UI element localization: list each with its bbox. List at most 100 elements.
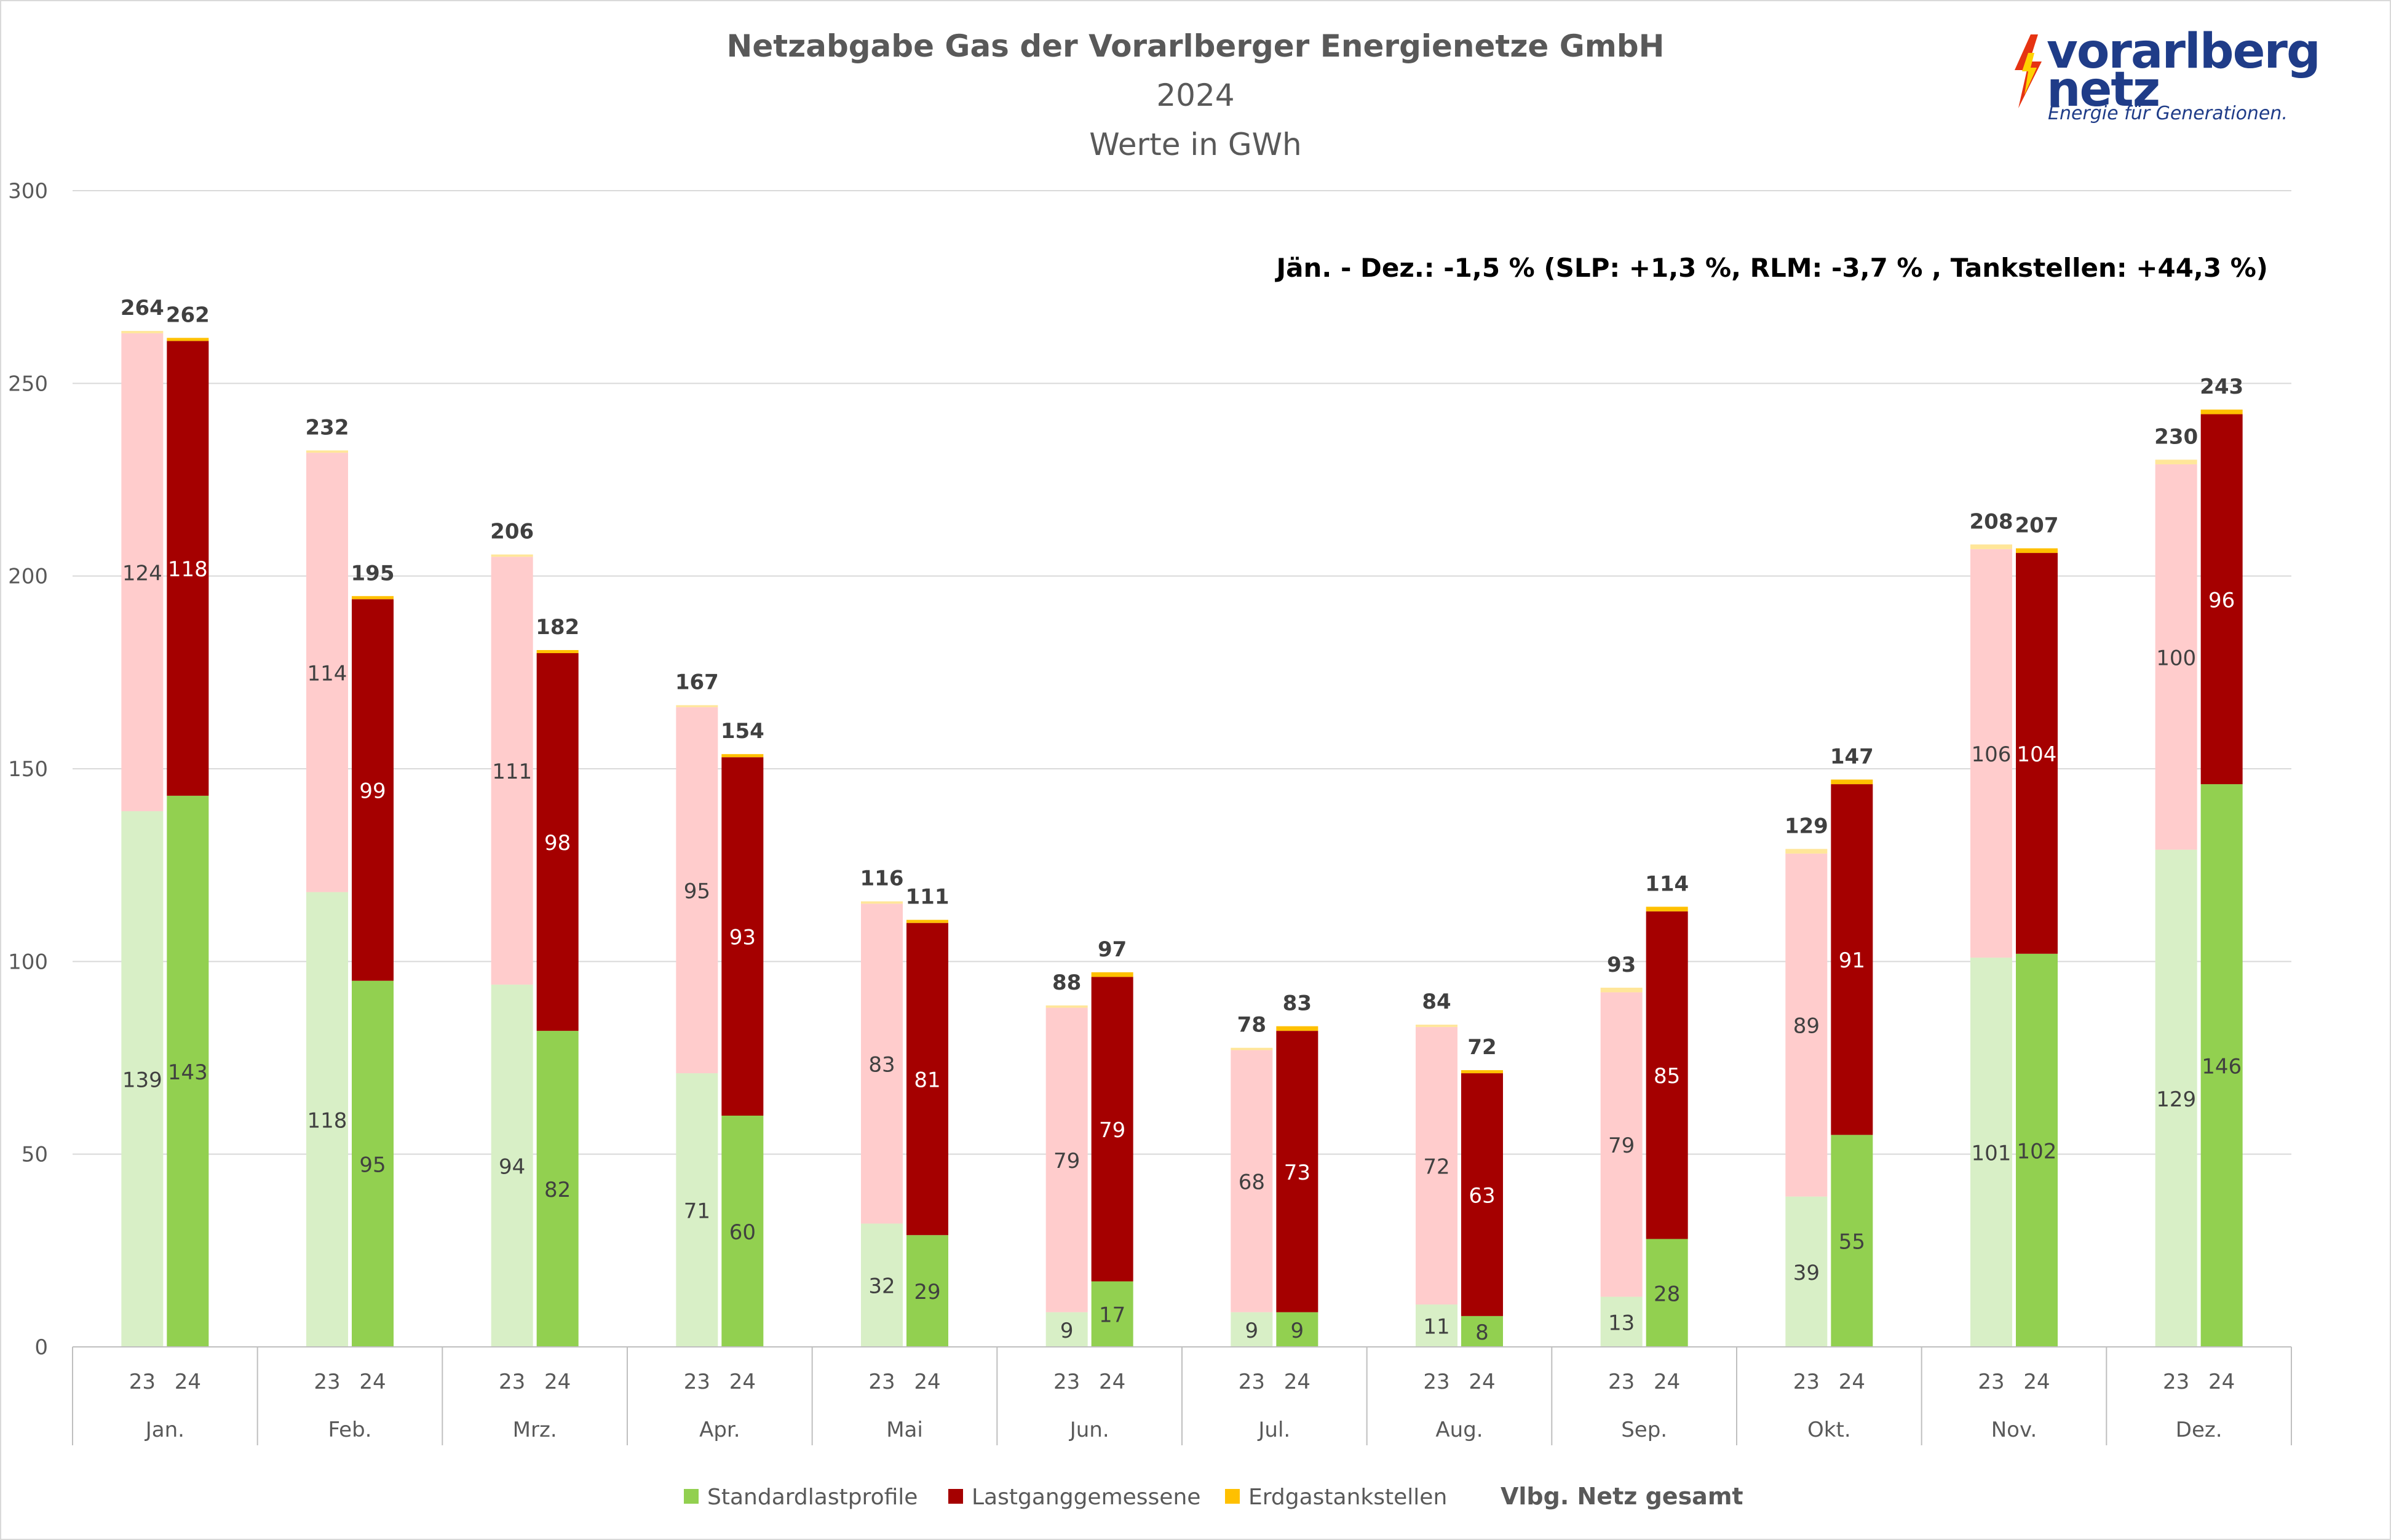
data-label-rlm-24: 63	[1469, 1183, 1495, 1208]
bar-cng-24-jan	[167, 338, 209, 341]
bar-cng-23-jan	[121, 331, 164, 333]
bar-slp-23-aug	[1416, 1304, 1457, 1347]
y-tick-label: 200	[8, 565, 48, 589]
data-label-rlm-23: 124	[122, 561, 162, 585]
total-label-23: 206	[490, 520, 534, 544]
data-label-slp-23: 71	[684, 1199, 710, 1224]
data-label-slp-24: 146	[2202, 1055, 2242, 1079]
x-month-label: Okt.	[1807, 1418, 1851, 1442]
legend-swatch-standardlastprofile	[684, 1489, 699, 1504]
x-year-label: 23	[499, 1370, 525, 1394]
x-year-label: 24	[1839, 1370, 1865, 1394]
y-tick-label: 300	[8, 179, 48, 204]
bar-slp-24-apr	[721, 1116, 764, 1347]
data-labels: 1391242641431182621181142329599195941112…	[121, 296, 2243, 1345]
bar-cng-24-feb	[352, 596, 394, 600]
x-month-label: Sep.	[1621, 1418, 1667, 1442]
data-label-slp-24: 60	[729, 1220, 756, 1245]
x-month-label: Feb.	[328, 1418, 371, 1442]
bar-cng-23-jul	[1231, 1047, 1273, 1050]
bar-rlm-24-feb	[352, 599, 394, 981]
data-label-slp-23: 139	[122, 1068, 162, 1092]
x-axis: 23 24 Jan. 23 24 Feb. 23 24 Mrz. 23 24 Apr. 23 24 Mai 2…	[72, 1346, 2292, 1445]
legend-label-total: Vlbg. Netz gesamt	[1501, 1483, 1743, 1510]
x-month-label: Dez.	[2176, 1418, 2222, 1442]
y-tick-label: 100	[8, 950, 48, 974]
data-label-rlm-24: 104	[2017, 742, 2057, 767]
bar-slp-24-sep	[1646, 1239, 1688, 1347]
x-year-label: 24	[1284, 1370, 1310, 1394]
total-label-23: 116	[860, 867, 904, 891]
bar-rlm-23-dez	[2155, 464, 2197, 850]
bar-rlm-23-nov	[1970, 549, 2012, 958]
total-label-24: 262	[166, 303, 210, 327]
total-label-24: 72	[1467, 1035, 1496, 1060]
total-label-23: 264	[121, 296, 164, 320]
total-label-24: 83	[1283, 991, 1312, 1016]
total-label-23: 230	[2154, 424, 2198, 449]
bar-slp-24-jan	[167, 795, 209, 1347]
bar-rlm-24-mrz	[536, 653, 579, 1031]
data-label-slp-23: 39	[1793, 1261, 1820, 1285]
total-label-24: 207	[2015, 514, 2059, 538]
bar-rlm-24-okt	[1831, 784, 1873, 1135]
legend-swatch-lastganggemessene	[948, 1489, 963, 1504]
data-label-rlm-23: 114	[307, 661, 347, 686]
data-label-rlm-24: 81	[914, 1068, 940, 1092]
bar-rlm-24-mai	[906, 923, 948, 1236]
x-year-label: 24	[2023, 1370, 2050, 1394]
bar-cng-24-jul	[1276, 1026, 1318, 1031]
data-label-rlm-24: 93	[729, 926, 756, 950]
data-label-rlm-24: 79	[1099, 1118, 1125, 1143]
total-label-24: 111	[906, 885, 950, 910]
total-label-23: 84	[1422, 990, 1451, 1014]
bar-rlm-23-feb	[306, 453, 348, 892]
bar-cng-24-mrz	[536, 649, 579, 653]
bar-slp-23-dez	[2155, 849, 2197, 1347]
data-label-slp-23: 129	[2156, 1087, 2196, 1112]
data-label-slp-23: 9	[1245, 1319, 1259, 1343]
legend-label-standardlastprofile: Standardlastprofile	[707, 1485, 918, 1510]
data-label-slp-24: 28	[1654, 1282, 1680, 1306]
bar-slp-24-mai	[906, 1235, 948, 1347]
logo-wordmark-line1: vorarlberg	[2047, 24, 2321, 79]
gridlines	[73, 190, 2291, 1155]
bar-cng-23-jun	[1045, 1005, 1088, 1008]
data-label-slp-24: 17	[1099, 1303, 1125, 1328]
total-label-24: 97	[1098, 937, 1127, 962]
bar-cng-23-okt	[1785, 849, 1828, 854]
data-label-slp-23: 94	[499, 1154, 525, 1179]
bar-cng-23-aug	[1416, 1025, 1457, 1027]
bar-cng-24-dez	[2200, 409, 2243, 415]
legend-swatch-erdgastankstellen	[1225, 1489, 1240, 1504]
bar-cng-24-mai	[906, 919, 948, 923]
data-label-slp-24: 9	[1291, 1319, 1304, 1343]
y-tick-label: 150	[8, 757, 48, 782]
bar-slp-23-feb	[306, 892, 348, 1347]
bar-slp-24-aug	[1461, 1316, 1503, 1347]
x-year-label: 24	[729, 1370, 756, 1394]
data-label-slp-23: 101	[1972, 1141, 2012, 1166]
bar-slp-23-jul	[1231, 1312, 1273, 1347]
bar-rlm-24-aug	[1461, 1073, 1503, 1316]
bar-rlm-23-mrz	[491, 557, 533, 985]
data-label-rlm-23: 100	[2156, 646, 2196, 670]
total-label-23: 88	[1052, 970, 1081, 995]
chart-unit-line: Werte in GWh	[1089, 127, 1301, 162]
bars	[121, 331, 2243, 1347]
x-year-label: 23	[129, 1370, 156, 1394]
bar-cng-24-jun	[1091, 972, 1133, 977]
bar-rlm-24-jun	[1091, 977, 1133, 1282]
x-year-label: 23	[314, 1370, 340, 1394]
y-tick-label: 250	[8, 371, 48, 396]
total-label-23: 93	[1607, 953, 1636, 977]
chart-subtitle: 2024	[1156, 77, 1234, 113]
data-label-rlm-23: 83	[868, 1052, 895, 1077]
x-year-label: 24	[1469, 1370, 1495, 1394]
total-label-23: 129	[1785, 814, 1828, 838]
total-label-24: 147	[1830, 745, 1874, 769]
bar-cng-24-aug	[1461, 1070, 1503, 1074]
logo-wordmark-line2: netz	[2047, 62, 2160, 117]
bar-slp-24-nov	[2016, 953, 2058, 1347]
